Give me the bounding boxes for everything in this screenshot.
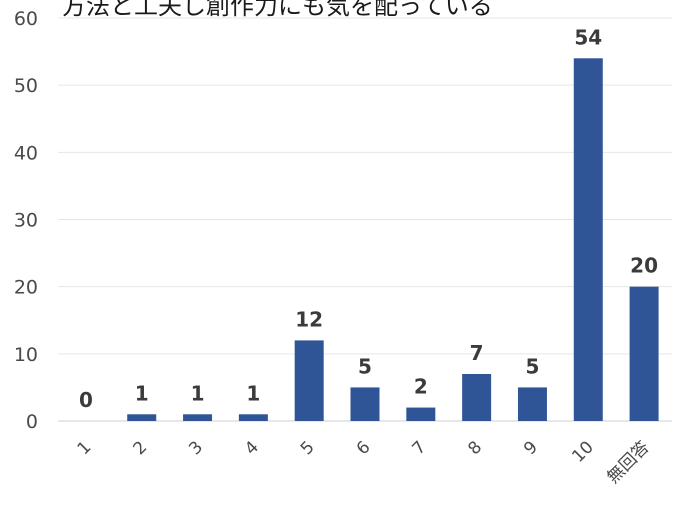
bar [573, 58, 603, 422]
x-tick-label: 3 [185, 437, 207, 459]
x-tick-label: 6 [353, 437, 375, 459]
x-tick-label: 無回答 [603, 437, 653, 487]
y-tick-label: 60 [14, 8, 38, 30]
bar [517, 387, 547, 421]
x-tick-label: 10 [568, 437, 597, 466]
x-tick-label: 7 [409, 437, 431, 459]
bar [294, 340, 324, 421]
bar [629, 286, 659, 421]
data-label: 5 [358, 354, 372, 378]
data-label: 7 [470, 341, 484, 365]
bar [350, 387, 380, 421]
data-label: 1 [135, 381, 149, 405]
data-label: 0 [79, 388, 93, 412]
bar [127, 414, 157, 421]
bar [238, 414, 268, 421]
chart-title: 方法と工夫し創作力にも気を配っている [62, 0, 493, 20]
x-tick-label: 2 [129, 437, 151, 459]
x-tick-label: 5 [297, 437, 319, 459]
bar [183, 414, 213, 421]
x-tick-label: 4 [241, 437, 263, 459]
data-label: 1 [246, 381, 260, 405]
y-tick-label: 40 [14, 142, 38, 164]
bar [406, 407, 436, 421]
data-label: 5 [525, 354, 539, 378]
data-label: 12 [295, 307, 323, 331]
y-tick-label: 20 [14, 277, 38, 299]
data-label: 1 [191, 381, 205, 405]
x-tick-label: 8 [464, 437, 486, 459]
data-label: 54 [574, 25, 602, 49]
data-label: 2 [414, 375, 428, 399]
y-tick-label: 50 [14, 75, 38, 97]
bar [462, 373, 492, 421]
x-tick-label: 9 [520, 437, 542, 459]
y-tick-label: 0 [26, 411, 38, 433]
y-tick-label: 30 [14, 210, 38, 232]
x-tick-label: 1 [74, 437, 96, 459]
data-label: 20 [630, 254, 658, 278]
y-tick-label: 10 [14, 344, 38, 366]
